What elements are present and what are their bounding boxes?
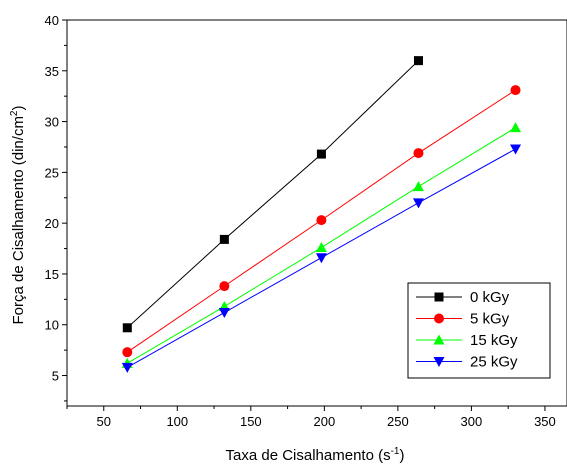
data-point (510, 122, 522, 133)
legend-box (407, 282, 551, 379)
data-point (315, 253, 327, 264)
y-tick-label: 10 (45, 318, 59, 333)
legend-label: 0 kGy (470, 289, 510, 306)
y-axis-title-superscript: 2 (9, 110, 20, 116)
y-tick-label: 25 (45, 165, 59, 180)
axes: 50 100 150 200 250 300 350 5 10 15 20 25 30 35 40 (45, 13, 567, 429)
legend-marker (434, 313, 444, 324)
x-tick-label: 100 (166, 414, 188, 429)
data-point (412, 198, 424, 209)
legend: 0 kGy 5 kGy 15 kGy 25 kGy (407, 282, 551, 379)
data-point (122, 347, 133, 358)
data-point (510, 144, 522, 155)
x-tick-label: 300 (461, 414, 483, 429)
x-tick-label: 150 (240, 414, 262, 429)
series-line (126, 60, 419, 329)
legend-label: 15 kGy (470, 332, 518, 349)
legend-item: 5 kGy (416, 311, 510, 328)
legend-item: 15 kGy (416, 332, 518, 349)
y-axis-title-main: Força de Cisalhamento (din/cm (10, 116, 27, 324)
series-0 (122, 56, 423, 333)
data-point (218, 308, 230, 319)
y-axis-title: Força de Cisalhamento (din/cm2) (9, 106, 27, 325)
data-point (510, 85, 521, 96)
data-point (315, 242, 327, 253)
x-tick-label: 250 (387, 414, 409, 429)
legend-marker (433, 334, 445, 345)
legend-label: 25 kGy (470, 354, 518, 371)
x-axis-title-main: Taxa de Cisalhamento (s (226, 447, 391, 464)
legend-label: 5 kGy (470, 311, 510, 328)
series-layer (121, 56, 522, 373)
data-point (316, 149, 326, 159)
x-tick-label: 200 (314, 414, 336, 429)
data-point (316, 215, 327, 226)
y-tick-label: 35 (45, 64, 59, 79)
x-axis-title-superscript: -1 (391, 446, 400, 457)
y-tick-label: 15 (45, 267, 59, 282)
legend-marker (434, 292, 444, 302)
y-tick-label: 20 (45, 216, 59, 231)
legend-item: 0 kGy (416, 289, 510, 306)
data-point (219, 281, 230, 292)
legend-item: 25 kGy (416, 354, 518, 371)
y-tick-label: 5 (52, 369, 59, 384)
data-point (413, 56, 423, 66)
plot-frame (66, 19, 567, 407)
series-1 (122, 85, 521, 358)
data-point (412, 181, 424, 192)
x-axis-title: Taxa de Cisalhamento (s-1) (226, 446, 405, 464)
y-tick-label: 30 (45, 115, 59, 130)
x-tick-label: 50 (97, 414, 111, 429)
y-tick-label: 40 (45, 13, 59, 28)
series-3 (121, 144, 522, 373)
data-point (122, 323, 132, 333)
legend-marker (433, 357, 445, 367)
data-point (121, 362, 133, 373)
data-point (413, 148, 424, 159)
data-point (219, 234, 229, 244)
y-axis-title-end: ) (10, 106, 27, 111)
x-axis-title-end: ) (400, 447, 405, 464)
x-tick-label: 350 (534, 414, 556, 429)
